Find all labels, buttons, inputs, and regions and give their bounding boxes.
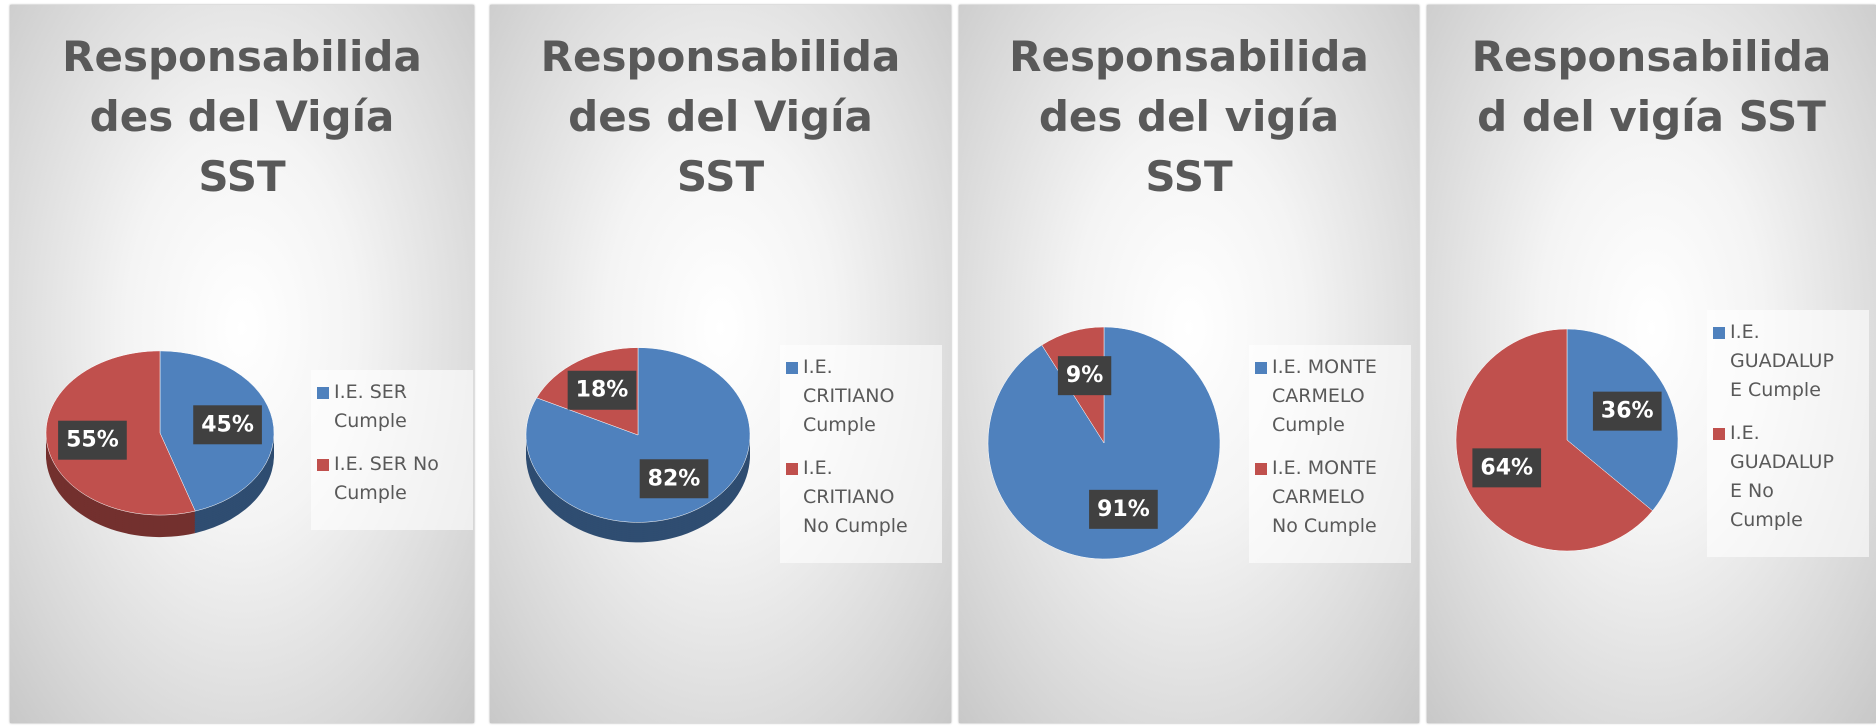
data-label: 18% [576,378,629,403]
legend-label: I.E. GUADALUPE No Cumple [1730,422,1834,531]
legend-label: I.E. SER No Cumple [334,453,439,504]
pie-chart: 36% 64% [1455,328,1679,552]
legend-swatch [1255,362,1267,374]
legend-label: I.E. CRITIANO No Cumple [803,457,908,537]
chart-title: Responsabilidad del vigía SST [1471,32,1832,141]
data-label-box [567,370,637,410]
legend-item: I.E. GUADALUPE No Cumple [1713,419,1863,535]
data-label: 36% [1601,399,1654,424]
legend: I.E. CRITIANO Cumple I.E. CRITIANO No Cum… [780,345,942,563]
legend-item: I.E. CRITIANO No Cumple [786,454,936,541]
pie-chart: 82% 18% [525,347,751,543]
legend-item: I.E. SER No Cumple [317,450,467,508]
data-label-box [193,405,262,445]
data-label: 91% [1097,497,1150,522]
legend-item: I.E. SER Cumple [317,378,467,436]
legend-label: I.E. MONTE CARMELO Cumple [1272,356,1377,436]
legend-item: I.E. GUADALUPE Cumple [1713,318,1863,405]
chart-panel: Responsabilidades del Vigía SST 82% 18% I.E… [490,5,951,723]
chart-panel: Responsabilidad del vigía SST 36% 64% I.E. … [1427,5,1876,723]
chart-panel: Responsabilidades del Vigía SST 45% 55% I.E… [10,5,474,723]
pie-chart: 45% 55% [45,350,275,538]
legend-item: I.E. MONTE CARMELO Cumple [1255,353,1405,440]
data-label-box [1472,448,1542,488]
legend-swatch [1255,463,1267,475]
legend: I.E. GUADALUPE Cumple I.E. GUADALUPE No C… [1707,310,1869,557]
legend-swatch [786,463,798,475]
pie-slice [1455,328,1653,552]
legend: I.E. SER Cumple I.E. SER No Cumple [311,370,473,530]
legend-swatch [1713,327,1725,339]
data-label: 82% [648,466,701,491]
data-label-box [1592,391,1662,431]
legend-item: I.E. MONTE CARMELO No Cumple [1255,454,1405,541]
legend: I.E. MONTE CARMELO Cumple I.E. MONTE CARM… [1249,345,1411,563]
data-label: 9% [1066,363,1103,388]
data-label-box [1089,489,1158,529]
chart-title: Responsabilidades del Vigía SST [540,32,901,201]
data-label: 55% [66,428,119,453]
chart-panel: Responsabilidades del vigía SST 91% 9% I.E.… [959,5,1419,723]
data-label: 64% [1480,455,1533,480]
legend-swatch [1713,428,1725,440]
chart-title: Responsabilidades del Vigía SST [62,32,422,201]
legend-label: I.E. MONTE CARMELO No Cumple [1272,457,1377,537]
data-label-box [639,459,709,499]
pie-chart: 91% 9% [987,326,1221,560]
data-label: 45% [201,412,254,437]
legend-label: I.E. SER Cumple [334,381,407,432]
legend-label: I.E. GUADALUPE Cumple [1730,321,1834,401]
legend-swatch [317,387,329,399]
chart-title: Responsabilidades del vigía SST [1009,32,1369,201]
data-label-box [58,420,127,460]
legend-item: I.E. CRITIANO Cumple [786,353,936,440]
legend-swatch [786,362,798,374]
legend-swatch [317,459,329,471]
legend-label: I.E. CRITIANO Cumple [803,356,895,436]
data-label-box [1057,356,1112,396]
